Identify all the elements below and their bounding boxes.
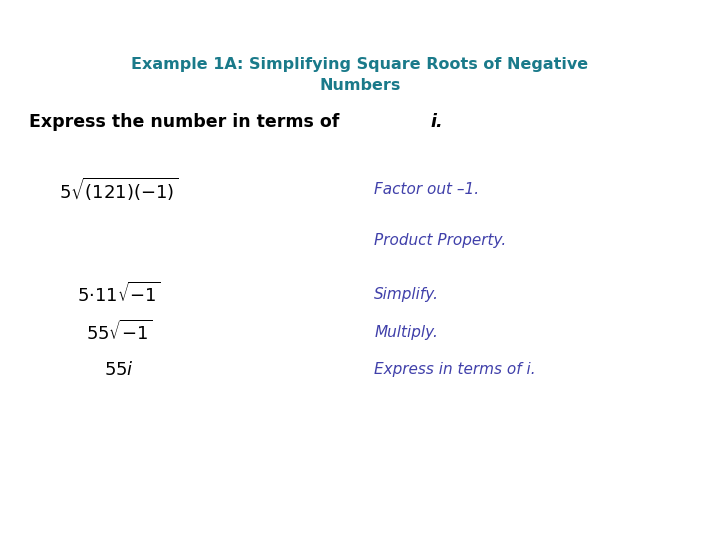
- Text: Simplify.: Simplify.: [374, 287, 439, 302]
- Text: Express the number in terms of: Express the number in terms of: [29, 113, 345, 131]
- Text: Express in terms of i.: Express in terms of i.: [374, 362, 536, 377]
- Text: $5{\cdot}11\sqrt{-1}$: $5{\cdot}11\sqrt{-1}$: [77, 282, 161, 306]
- Text: Product Property.: Product Property.: [374, 233, 507, 248]
- Text: Numbers: Numbers: [319, 78, 401, 93]
- Text: Example 1A: Simplifying Square Roots of Negative: Example 1A: Simplifying Square Roots of …: [132, 57, 588, 72]
- Text: i.: i.: [431, 113, 444, 131]
- Text: Multiply.: Multiply.: [374, 325, 438, 340]
- Text: $5\sqrt{(121)(-1)}$: $5\sqrt{(121)(-1)}$: [59, 176, 179, 202]
- Text: Factor out –1.: Factor out –1.: [374, 181, 480, 197]
- Text: $55\sqrt{-1}$: $55\sqrt{-1}$: [86, 320, 152, 344]
- Text: $55i$: $55i$: [104, 361, 134, 379]
